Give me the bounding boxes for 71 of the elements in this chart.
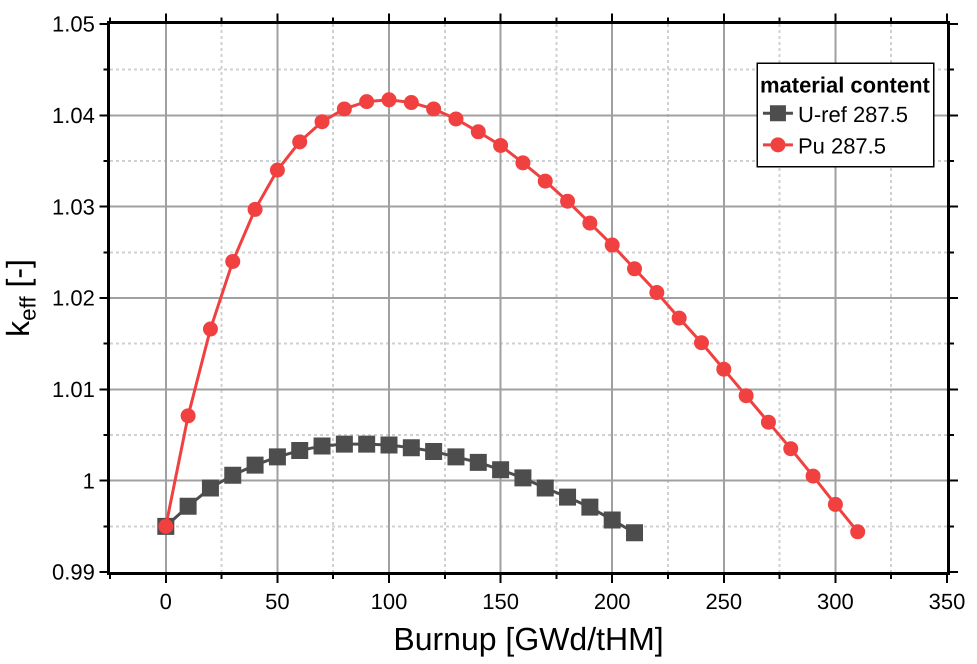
point <box>248 202 263 217</box>
x-tick-label: 50 <box>265 589 290 614</box>
point <box>268 448 286 466</box>
point <box>738 388 754 404</box>
point <box>380 436 398 454</box>
point <box>850 524 866 540</box>
point <box>582 216 598 231</box>
point <box>225 254 240 269</box>
legend-label: Pu 287.5 <box>798 133 886 158</box>
point <box>448 111 464 126</box>
x-tick-label: 150 <box>482 589 519 614</box>
point <box>425 442 442 460</box>
point <box>760 414 776 430</box>
point <box>359 94 374 110</box>
point <box>538 174 553 189</box>
point <box>404 95 419 110</box>
y-tick-label: 1 <box>82 468 95 494</box>
point <box>382 92 396 108</box>
point <box>291 442 308 460</box>
point <box>515 155 530 170</box>
point <box>202 322 218 337</box>
point <box>314 114 330 130</box>
point <box>828 496 843 512</box>
y-tick-label: 1.02 <box>52 286 95 311</box>
point <box>493 138 508 153</box>
point <box>559 488 576 506</box>
legend-title: material content <box>760 72 931 98</box>
point <box>246 456 264 474</box>
point <box>649 285 664 300</box>
point <box>627 261 642 276</box>
point <box>180 408 196 424</box>
point <box>224 466 242 484</box>
point <box>604 238 620 253</box>
point <box>694 335 709 350</box>
point <box>470 454 487 471</box>
y-tick-label: 1.01 <box>52 377 95 402</box>
point <box>270 162 285 178</box>
point <box>783 441 798 456</box>
y-tick-label: 1.04 <box>52 103 95 128</box>
point <box>806 468 821 484</box>
point <box>604 511 621 528</box>
point <box>202 479 219 496</box>
y-tick-label: 0.99 <box>52 560 95 585</box>
y-tick-label: 1.03 <box>52 194 95 220</box>
x-tick-label: 300 <box>817 589 854 614</box>
point <box>402 439 420 456</box>
point <box>358 436 376 453</box>
point <box>626 524 644 542</box>
x-tick-label: 250 <box>705 589 742 614</box>
legend-label: U-ref 287.5 <box>798 102 908 127</box>
point <box>336 101 352 116</box>
point <box>180 498 197 515</box>
x-tick-label: 0 <box>160 589 172 614</box>
point <box>581 498 598 516</box>
point <box>536 479 554 496</box>
x-axis-title: Burnup [GWd/tHM] <box>393 621 664 658</box>
point <box>716 362 732 377</box>
point <box>314 437 331 454</box>
point <box>336 436 353 453</box>
point <box>292 134 308 150</box>
x-tick-label: 350 <box>928 589 966 614</box>
point <box>426 101 442 116</box>
point <box>492 461 510 478</box>
y-tick-label: 1.05 <box>52 12 95 37</box>
x-tick-label: 100 <box>370 589 408 614</box>
point <box>672 310 687 326</box>
point <box>447 448 464 466</box>
point <box>514 469 532 486</box>
point <box>560 194 576 209</box>
point <box>470 124 486 140</box>
x-tick-label: 200 <box>594 589 631 614</box>
